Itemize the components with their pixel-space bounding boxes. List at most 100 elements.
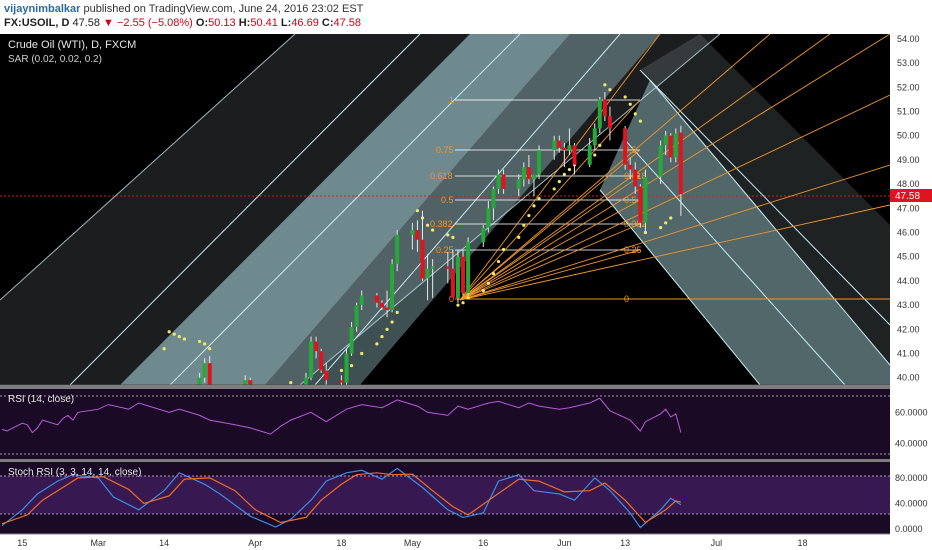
stoch-axis: 0.0000 40.0000 80.0000: [895, 473, 928, 534]
candle[interactable]: [491, 186, 496, 221]
sar-dot: [603, 83, 607, 87]
candle[interactable]: [663, 130, 668, 156]
sar-dot: [451, 235, 455, 239]
candle[interactable]: [633, 162, 638, 194]
channel-line: [624, 139, 846, 385]
candle[interactable]: [496, 169, 501, 194]
candle[interactable]: [420, 210, 425, 281]
candle[interactable]: [658, 140, 663, 185]
candle[interactable]: [207, 355, 212, 385]
candle[interactable]: [572, 142, 577, 175]
candle[interactable]: [359, 290, 364, 310]
candle-body-down: [557, 140, 562, 148]
fib-label: 0: [449, 294, 454, 304]
price-axis-tick: 50.00: [897, 131, 920, 141]
candle[interactable]: [516, 174, 521, 197]
candle[interactable]: [385, 290, 390, 318]
pane-resize-handle[interactable]: [0, 385, 890, 389]
close-value: 47.58: [333, 17, 362, 29]
candle[interactable]: [668, 133, 673, 163]
stoch-pane-title: Stoch RSI (3, 3, 14, 14, close): [8, 467, 141, 478]
candle-body-up: [309, 341, 314, 378]
candle[interactable]: [314, 336, 319, 359]
candle-body-down: [339, 380, 344, 383]
candle[interactable]: [486, 201, 491, 233]
chart-area[interactable]: 1 0.75 0.618 0.5 0.382 0.25 0 0.5 0.618 …: [0, 34, 932, 550]
candle[interactable]: [354, 302, 359, 332]
candle[interactable]: [455, 249, 460, 303]
candle[interactable]: [344, 348, 349, 385]
candle[interactable]: [349, 322, 354, 356]
candle-body-up: [567, 145, 572, 151]
candle[interactable]: [481, 225, 486, 248]
candle[interactable]: [466, 237, 471, 296]
stoch-pane: [0, 467, 890, 529]
stoch-axis-tick: 40.0000: [895, 498, 928, 508]
candle[interactable]: [248, 377, 253, 385]
rsi-pane-background: [0, 389, 890, 459]
ohlc-line: FX:USOIL, D 47.58 ▼ −2.55 (−5.08%) O:50.…: [4, 17, 361, 29]
candle[interactable]: [678, 125, 683, 216]
sar-dot: [562, 172, 566, 176]
sar-dot: [532, 204, 536, 208]
candle[interactable]: [410, 222, 415, 250]
sar-dot: [375, 342, 379, 346]
sar-dot: [425, 223, 430, 227]
candle[interactable]: [552, 135, 557, 160]
candle[interactable]: [638, 184, 643, 228]
sar-indicator-label: SAR (0.02, 0.02, 0.2): [8, 54, 102, 65]
candle[interactable]: [597, 96, 602, 134]
candle[interactable]: [557, 135, 562, 153]
candle[interactable]: [430, 259, 435, 298]
candle[interactable]: [592, 123, 597, 151]
candle[interactable]: [521, 162, 526, 187]
candle[interactable]: [461, 249, 466, 296]
candle[interactable]: [390, 259, 395, 313]
candle[interactable]: [374, 293, 379, 308]
candle[interactable]: [445, 251, 450, 284]
candle[interactable]: [602, 92, 607, 122]
candle[interactable]: [319, 348, 324, 373]
sar-dot: [289, 380, 293, 385]
candle[interactable]: [567, 128, 572, 156]
fib-label: 0.25: [436, 245, 454, 255]
candle[interactable]: [562, 142, 567, 168]
candle-body-down: [501, 174, 506, 189]
candle[interactable]: [450, 249, 455, 298]
candle-body-down: [628, 164, 633, 170]
candle-body-down: [420, 239, 425, 279]
sar-dot: [177, 334, 181, 339]
candle[interactable]: [415, 220, 420, 252]
candles[interactable]: [197, 92, 683, 387]
sar-dot: [664, 221, 668, 225]
candle[interactable]: [395, 230, 400, 272]
candle[interactable]: [324, 363, 329, 385]
candle[interactable]: [643, 169, 648, 233]
candle[interactable]: [339, 375, 344, 387]
candle[interactable]: [607, 106, 612, 141]
time-axis: 15 Mar 14 Apr 18 May 16 Jun 13 Jul 18: [17, 538, 807, 548]
candle-body-up: [531, 174, 536, 180]
candle[interactable]: [526, 155, 531, 185]
candle[interactable]: [531, 174, 536, 197]
candle[interactable]: [379, 300, 384, 310]
candle[interactable]: [202, 358, 207, 383]
candle[interactable]: [673, 128, 678, 163]
candle[interactable]: [628, 157, 633, 180]
sar-dot: [431, 228, 435, 232]
candle-body-down: [445, 266, 450, 269]
pane-resize-handle[interactable]: [0, 459, 890, 462]
price-axis-tick: 44.00: [897, 276, 920, 286]
candle[interactable]: [537, 145, 542, 180]
candle[interactable]: [243, 375, 248, 385]
candle[interactable]: [501, 169, 506, 194]
sar-dot: [203, 342, 207, 346]
candle[interactable]: [623, 125, 628, 170]
candle-body-down: [314, 341, 319, 352]
candle[interactable]: [309, 336, 314, 381]
fib-label: 1: [449, 95, 454, 105]
candle[interactable]: [197, 372, 202, 385]
candle[interactable]: [587, 138, 592, 168]
candle[interactable]: [425, 254, 430, 301]
author-link[interactable]: vijaynimbalkar: [4, 3, 81, 15]
